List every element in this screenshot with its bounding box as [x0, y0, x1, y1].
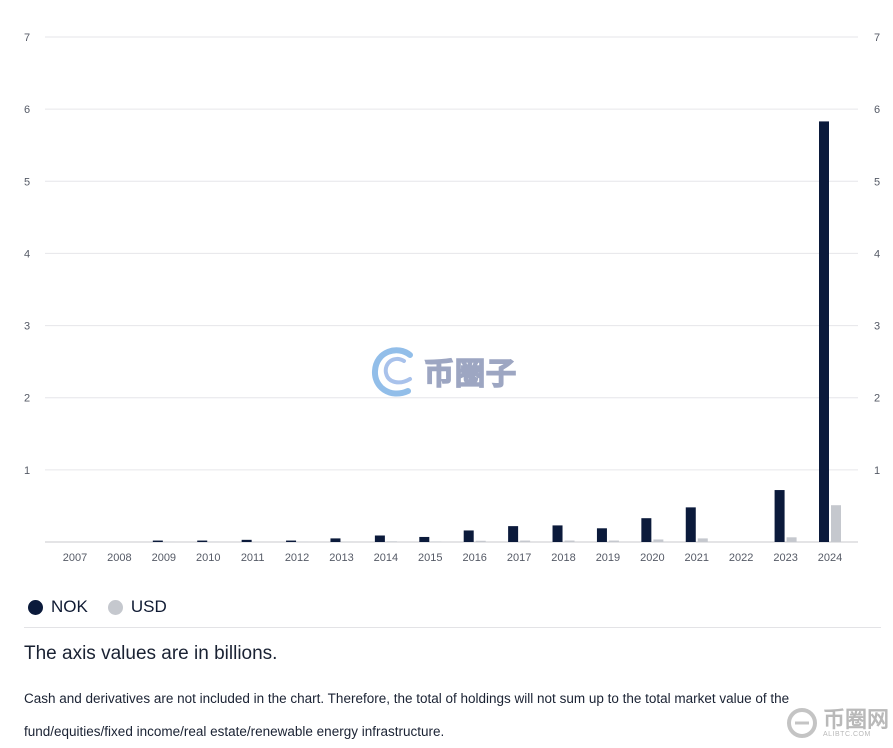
y-tick-right-1: 1 [874, 465, 880, 477]
legend-dot-usd [108, 600, 123, 615]
bar-usd-2017 [520, 541, 530, 542]
legend-item-nok[interactable]: NOK [28, 597, 88, 617]
y-tick-right-5: 5 [874, 176, 880, 188]
y-tick-right-6: 6 [874, 104, 880, 116]
x-tick-2018: 2018 [551, 552, 575, 564]
bar-usd-2019 [609, 541, 619, 542]
bar-nok-2010 [197, 541, 207, 542]
x-tick-2023: 2023 [773, 552, 797, 564]
x-tick-2022: 2022 [729, 552, 753, 564]
corner-logo-icon [785, 706, 819, 740]
y-tick-left-2: 2 [24, 393, 30, 405]
x-tick-2012: 2012 [285, 552, 309, 564]
x-tick-2017: 2017 [507, 552, 531, 564]
bar-nok-2019 [597, 528, 607, 542]
y-tick-left-3: 3 [24, 321, 30, 333]
bar-nok-2009 [153, 541, 163, 542]
chart-footnote: Cash and derivatives are not included in… [24, 682, 854, 748]
y-tick-left-4: 4 [24, 248, 30, 260]
x-tick-2020: 2020 [640, 552, 664, 564]
bar-usd-2014 [387, 541, 397, 542]
bar-nok-2012 [286, 541, 296, 542]
x-tick-2016: 2016 [462, 552, 486, 564]
bar-nok-2024 [819, 121, 829, 542]
bar-nok-2014 [375, 536, 385, 542]
y-tick-left-6: 6 [24, 104, 30, 116]
watermark-corner-sub: ALIBTC.COM [823, 731, 889, 738]
bar-nok-2011 [242, 540, 252, 542]
watermark-corner-textbox: 币圈网 ALIBTC.COM [823, 709, 889, 738]
bar-usd-2015 [431, 541, 441, 542]
watermark-center: 币圈子 [370, 343, 517, 399]
bar-nok-2013 [330, 538, 340, 542]
y-tick-right-2: 2 [874, 393, 880, 405]
bar-usd-2024 [831, 505, 841, 542]
x-tick-2007: 2007 [63, 552, 87, 564]
watermark-corner-text: 币圈网 [823, 709, 889, 731]
section-divider [24, 627, 881, 628]
y-tick-left-1: 1 [24, 465, 30, 477]
x-tick-2013: 2013 [329, 552, 353, 564]
x-tick-2021: 2021 [685, 552, 709, 564]
bar-usd-2018 [565, 541, 575, 542]
bar-usd-2016 [476, 541, 486, 542]
y-tick-right-3: 3 [874, 321, 880, 333]
bar-usd-2021 [698, 538, 708, 542]
x-tick-2024: 2024 [818, 552, 842, 564]
legend-dot-nok [28, 600, 43, 615]
x-tick-2009: 2009 [152, 552, 176, 564]
x-tick-2014: 2014 [374, 552, 398, 564]
coin-logo-icon [370, 343, 420, 399]
chart-canvas: 1 1 2 2 3 3 4 4 5 5 6 6 7 7 2007 2008 2009 2010 2011 2012 20… [0, 0, 893, 580]
y-tick-left-7: 7 [24, 32, 30, 44]
bar-nok-2020 [641, 518, 651, 542]
bar-nok-2018 [553, 525, 563, 542]
bar-usd-2020 [653, 539, 663, 542]
x-tick-2010: 2010 [196, 552, 220, 564]
bar-nok-2023 [775, 490, 785, 542]
y-tick-left-5: 5 [24, 176, 30, 188]
legend-item-usd[interactable]: USD [108, 597, 167, 617]
x-tick-2015: 2015 [418, 552, 442, 564]
axis-note: The axis values are in billions. [24, 643, 277, 665]
bar-nok-2015 [419, 537, 429, 542]
y-tick-right-7: 7 [874, 32, 880, 44]
bar-nok-2021 [686, 507, 696, 542]
watermark-center-text: 币圈子 [424, 349, 517, 393]
bar-nok-2017 [508, 526, 518, 542]
x-tick-2008: 2008 [107, 552, 131, 564]
bar-usd-2023 [787, 537, 797, 542]
y-tick-right-4: 4 [874, 248, 880, 260]
watermark-corner: 币圈网 ALIBTC.COM [785, 706, 889, 740]
legend-label-usd: USD [131, 597, 167, 617]
x-tick-2019: 2019 [596, 552, 620, 564]
chart-legend: NOK USD [28, 597, 167, 617]
x-tick-2011: 2011 [241, 552, 265, 564]
bar-nok-2016 [464, 530, 474, 542]
legend-label-nok: NOK [51, 597, 88, 617]
holdings-bar-chart: 1 1 2 2 3 3 4 4 5 5 6 6 7 7 2007 2008 2009 2010 2011 2012 20… [0, 0, 893, 580]
